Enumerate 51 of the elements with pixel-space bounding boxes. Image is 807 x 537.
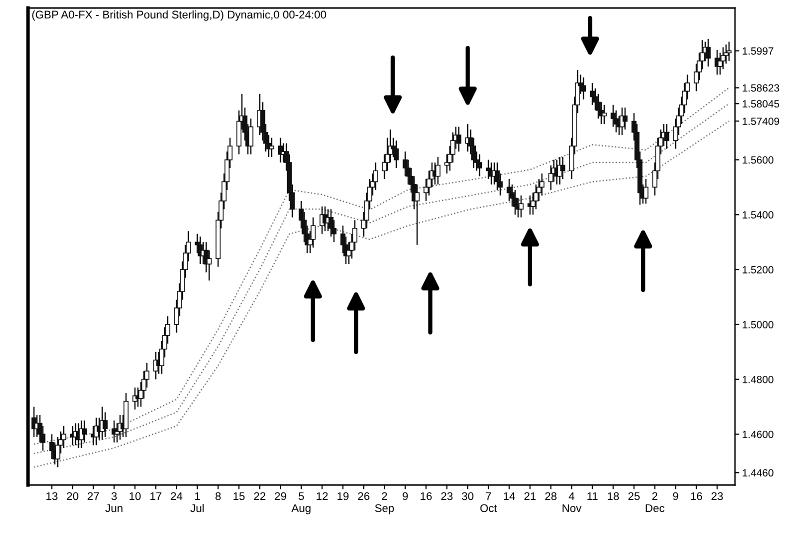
y-tick-label: 1.5997 [742,47,774,55]
x-tick-label: 16 [420,492,432,500]
x-tick-label: 30 [462,492,474,500]
x-tick-label: 12 [316,492,328,500]
x-tick-label: 20 [66,492,78,500]
x-tick-label: 18 [608,492,619,500]
chart-title: (GBP A0-FX - British Pound Sterling,D) Dynamic,0 00-24:00 [32,10,326,21]
y-tick-label: 1.57409 [742,118,780,125]
candlestick [269,137,274,158]
x-tick-label: 15 [234,492,245,500]
y-tick-label: 1.58623 [742,84,780,92]
x-tick-label: 29 [274,492,286,500]
candlestick [477,154,482,177]
x-tick-label: 1 Jul [190,492,204,512]
x-tick-label: 17 [150,492,162,500]
x-tick-label: 25 [628,492,640,500]
x-tick-label: 22 [254,492,266,500]
x-tick-label: 7 Oct [480,492,497,512]
x-tick-label: 19 [338,492,349,500]
y-tick-label: 1.4800 [742,376,774,384]
x-tick-label: 11 [587,492,598,500]
x-tick-label: 13 [46,492,58,500]
x-tick-label: 10 [130,492,141,500]
y-tick-label: 1.5400 [742,211,774,219]
x-tick-label: 2 Sep [375,492,394,514]
x-tick-label: 27 [88,492,99,500]
x-tick-label: 2 Dec [646,492,664,512]
y-tick-label: 1.4460 [742,469,774,477]
x-tick-label: 23 [441,492,453,500]
y-tick-label: 1.58045 [742,100,780,108]
x-tick-label: 26 [358,492,370,500]
candlestick [726,41,732,62]
candlestick [602,104,607,125]
x-tick-label: 5 Aug [291,492,310,514]
x-tick-label: 8 [216,492,221,500]
x-tick-label: 21 [524,492,536,500]
x-tick-label: 9 [402,492,408,500]
y-tick-label: 1.5600 [742,156,774,164]
x-tick-label: 23 [712,492,723,500]
candlestick [622,107,628,130]
x-tick-label: 14 [504,492,516,500]
candlestick [82,420,87,444]
x-tick-label: 3 Jun [105,492,122,512]
x-tick-label: 28 [545,492,557,500]
x-tick-label: 24 [170,492,182,500]
x-tick-label: 9 [673,492,678,500]
x-tick-label: 4 Nov [562,492,582,512]
y-tick-label: 1.4600 [742,430,774,438]
y-tick-label: 1.5000 [742,320,774,328]
x-tick-label: 16 [691,492,702,500]
y-tick-label: 1.5200 [742,266,774,274]
